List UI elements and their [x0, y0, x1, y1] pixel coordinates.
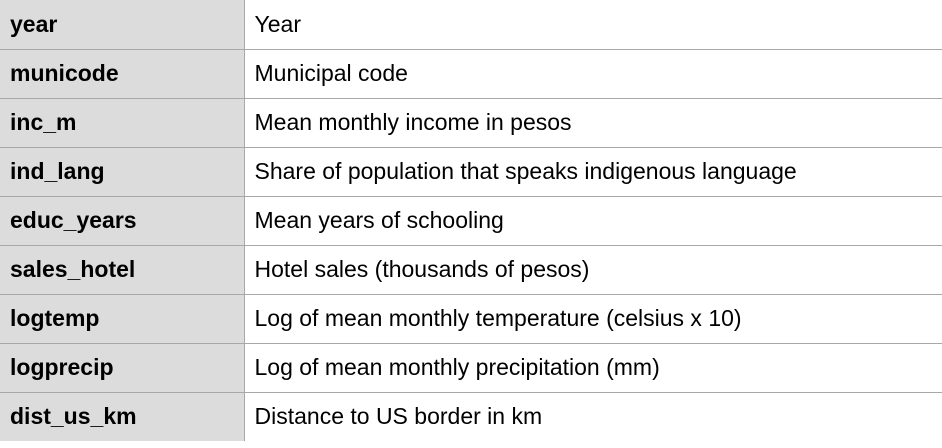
- table-row: municode Municipal code: [0, 48, 942, 99]
- table-row: dist_us_km Distance to US border in km: [0, 391, 942, 441]
- variable-description-cell: Mean monthly income in pesos: [244, 97, 942, 148]
- variable-description-cell: Mean years of schooling: [244, 195, 942, 246]
- variable-name-cell: year: [0, 0, 245, 50]
- variable-description-cell: Log of mean monthly temperature (celsius…: [244, 293, 942, 344]
- variable-description-cell: Distance to US border in km: [244, 391, 942, 441]
- variable-description-cell: Hotel sales (thousands of pesos): [244, 244, 942, 295]
- variable-name-cell: sales_hotel: [0, 244, 245, 295]
- table-row: ind_lang Share of population that speaks…: [0, 146, 942, 197]
- table-row: year Year: [0, 0, 942, 50]
- table-row: sales_hotel Hotel sales (thousands of pe…: [0, 244, 942, 295]
- variable-name-cell: municode: [0, 48, 245, 99]
- table-row: educ_years Mean years of schooling: [0, 195, 942, 246]
- variable-name-cell: logprecip: [0, 342, 245, 393]
- variable-description-cell: Log of mean monthly precipitation (mm): [244, 342, 942, 393]
- table-row: logprecip Log of mean monthly precipitat…: [0, 342, 942, 393]
- variable-description-cell: Municipal code: [244, 48, 942, 99]
- variable-name-cell: ind_lang: [0, 146, 245, 197]
- variable-name-cell: dist_us_km: [0, 391, 245, 441]
- variable-name-cell: inc_m: [0, 97, 245, 148]
- variable-description-cell: Year: [244, 0, 942, 50]
- variable-name-cell: educ_years: [0, 195, 245, 246]
- variable-description-cell: Share of population that speaks indigeno…: [244, 146, 942, 197]
- variable-name-cell: logtemp: [0, 293, 245, 344]
- table-row: inc_m Mean monthly income in pesos: [0, 97, 942, 148]
- table-row: logtemp Log of mean monthly temperature …: [0, 293, 942, 344]
